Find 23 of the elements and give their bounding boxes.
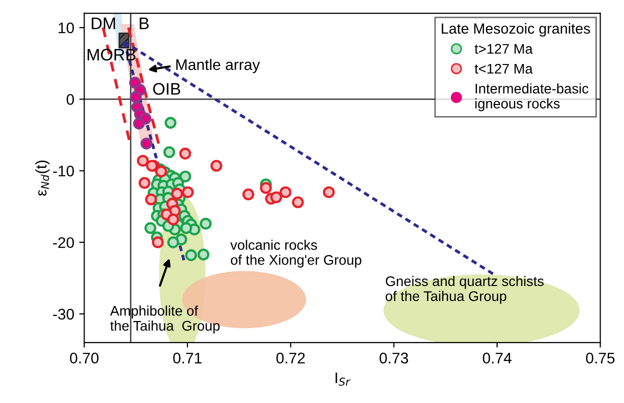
y-axis-title: ε$_{Nd}$(t) xyxy=(35,160,50,196)
y-tick-label: -10 xyxy=(53,166,74,176)
x-tick-label: 0.73 xyxy=(380,352,408,364)
legend-label: Intermediate-basic igneous rocks xyxy=(475,83,588,112)
y-tick-label: -20 xyxy=(53,237,74,248)
x-tick-label: 0.72 xyxy=(276,352,305,364)
x-tick-label: 0.74 xyxy=(482,352,512,364)
y-tick-label: -30 xyxy=(53,308,74,320)
annotation: volcanic rocks of the Xiong'er Group xyxy=(230,240,362,268)
annotation: DM xyxy=(92,18,115,30)
x-tick-label: 0.71 xyxy=(173,352,202,364)
x-tick-label: 0.75 xyxy=(586,352,615,364)
annotation: OIB xyxy=(153,83,180,95)
legend-label: t>127 Ma xyxy=(474,44,533,54)
x-tick-label: 0.70 xyxy=(70,352,99,364)
x-axis-title: I$_{Sr}$ xyxy=(336,372,350,386)
annotation: Gneiss and quartz schists of the Taihua Group xyxy=(386,276,544,304)
legend-label: t<127 Ma xyxy=(474,64,533,74)
annotation: Mantle array xyxy=(176,58,260,74)
annotation: B xyxy=(140,18,149,30)
legend-title: Late Mesozoic granites xyxy=(442,23,590,37)
y-tick-label: 0 xyxy=(66,94,74,105)
y-tick-label: 10 xyxy=(58,22,74,34)
